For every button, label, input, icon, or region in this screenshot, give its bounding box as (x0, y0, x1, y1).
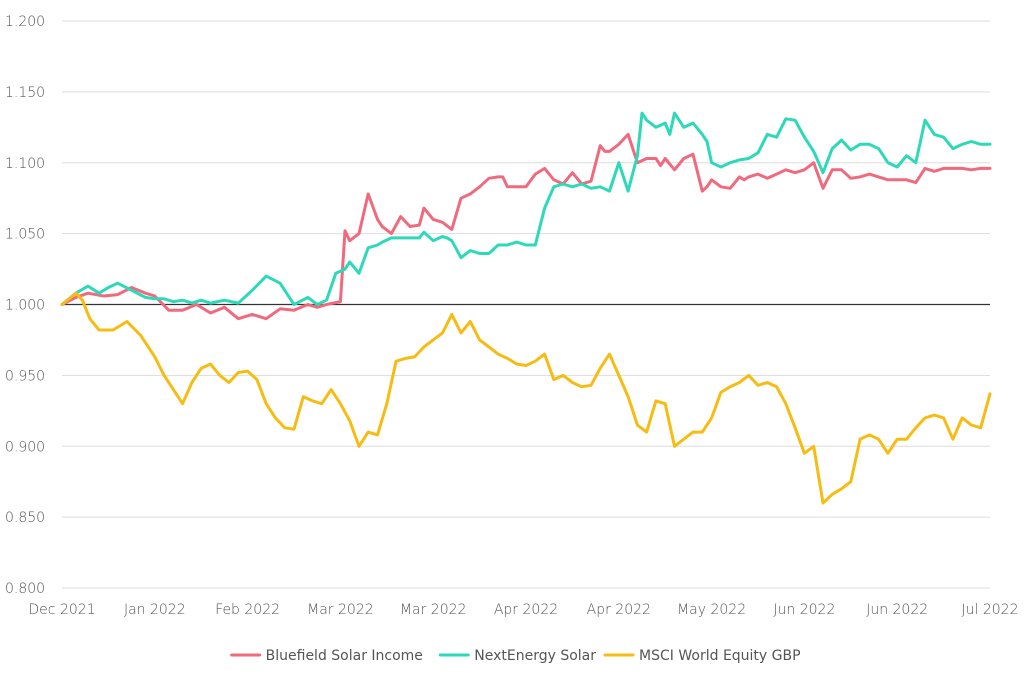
y-tick-label: 1.150 (5, 85, 45, 101)
series-lines (60, 111, 992, 505)
legend-label: MSCI World Equity GBP (639, 648, 801, 664)
y-axis: 0.800 0.850 0.900 0.950 1.000 1.050 1.100 1.150… (5, 14, 45, 597)
series-line-0 (60, 132, 992, 321)
series-line-2 (60, 291, 992, 505)
x-tick-label: Mar 2022 (307, 602, 374, 618)
legend-label: NextEnergy Solar (474, 648, 596, 664)
x-tick-label: Apr 2022 (494, 602, 558, 618)
x-tick-label: Jun 2022 (866, 602, 928, 618)
series-line-1 (60, 111, 992, 306)
y-tick-label: 0.800 (5, 581, 45, 597)
y-tick-label: 1.200 (5, 14, 45, 30)
x-tick-label: May 2022 (677, 602, 746, 618)
x-tick-label: Jul 2022 (962, 602, 1019, 618)
y-tick-label: 0.950 (5, 368, 45, 384)
y-tick-label: 0.850 (5, 510, 45, 526)
y-tick-label: 0.900 (5, 439, 45, 455)
y-tick-label: 1.100 (5, 156, 45, 172)
y-tick-label: 1.000 (5, 298, 45, 314)
legend-label: Bluefield Solar Income (266, 648, 423, 664)
legend: Bluefield Solar Income NextEnergy Solar MS… (230, 648, 801, 664)
x-tick-label: Jun 2022 (773, 602, 835, 618)
y-tick-label: 1.050 (5, 227, 45, 243)
x-tick-label: Apr 2022 (587, 602, 651, 618)
grid-lines (62, 20, 990, 589)
x-tick-label: Jan 2022 (124, 602, 186, 618)
x-tick-label: Dec 2021 (28, 602, 95, 618)
x-tick-label: Feb 2022 (215, 602, 280, 618)
x-axis: Dec 2021 Jan 2022 Feb 2022 Mar 2022 Mar 2022… (28, 602, 1018, 618)
x-tick-label: Mar 2022 (400, 602, 467, 618)
